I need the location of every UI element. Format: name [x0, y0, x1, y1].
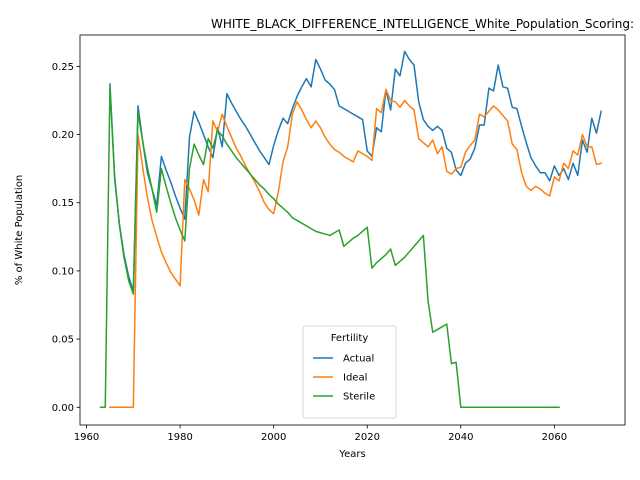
- legend-title: Fertility: [331, 333, 369, 344]
- x-tick-label: 2000: [261, 432, 286, 443]
- x-tick-label: 2040: [448, 432, 473, 443]
- y-tick-label: 0.00: [52, 403, 74, 414]
- legend-box: [302, 325, 397, 419]
- series-line-ideal: [109, 88, 603, 409]
- y-tick-label: 0.15: [52, 198, 74, 209]
- y-tick-label: 0.05: [52, 335, 74, 346]
- y-tick-label: 0.10: [52, 266, 74, 277]
- x-tick-label: 2060: [542, 432, 567, 443]
- legend: Fertility Actual Ideal Sterile: [302, 325, 397, 419]
- y-tick-label: 0.25: [52, 62, 74, 73]
- legend-label-ideal: Ideal: [343, 373, 367, 384]
- y-tick-label: 0.20: [52, 130, 74, 141]
- chart-title: WHITE_BLACK_DIFFERENCE_INTELLIGENCE_Whit…: [211, 17, 634, 31]
- legend-label-actual: Actual: [343, 354, 374, 365]
- legend-label-sterile: Sterile: [343, 392, 375, 403]
- y-axis: 0.00 0.05 0.10 0.15 0.20 0.25: [52, 62, 80, 414]
- plot-frame: [79, 34, 626, 426]
- x-axis-title: Years: [338, 449, 365, 460]
- x-tick-label: 1960: [74, 432, 99, 443]
- y-axis-title: % of White Population: [14, 175, 25, 285]
- x-tick-label: 1980: [167, 432, 192, 443]
- x-axis: 1960 1980 2000 2020 2040 2060: [74, 425, 567, 443]
- plot-lines: [99, 50, 603, 409]
- series-line-sterile: [99, 86, 560, 409]
- series-line-actual: [109, 50, 603, 293]
- x-tick-label: 2020: [355, 432, 380, 443]
